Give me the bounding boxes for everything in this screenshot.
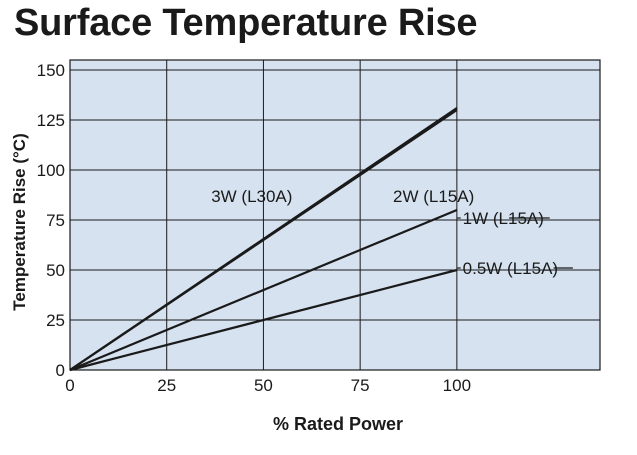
y-tick-label: 150 [37,61,65,80]
series-label: 0.5W (L15A) [463,259,558,278]
grid-lines [70,60,600,370]
x-axis-label: % Rated Power [272,414,404,434]
plot-border [69,59,601,371]
y-tick-label: 25 [46,311,65,330]
series-label: 1W (L15A) [463,209,544,228]
x-tick-label: 25 [157,376,176,395]
series-labels: 3W (L30A) 2W (L15A) 1W (L15A) 0.5W (L15A) [211,187,558,278]
y-tick-label: 0 [56,361,65,380]
series-label: 2W (L15A) [393,187,474,206]
y-tick-label: 125 [37,111,65,130]
series-label: 3W (L30A) [211,187,292,206]
tick-labels: 0 25 50 75 100 0 25 50 75 100 125 150 [37,61,471,395]
x-tick-label: 0 [65,376,74,395]
series-line [69,208,458,372]
series-line [69,268,458,372]
plot-area [70,60,600,370]
chart-title: Surface Temperature Rise [14,2,478,44]
x-tick-label: 75 [351,376,370,395]
series-line [69,109,458,371]
y-tick-label: 50 [46,261,65,280]
y-tick-label: 75 [46,211,65,230]
x-tick-label: 100 [443,376,471,395]
label-leaders [456,217,573,269]
x-tick-label: 50 [254,376,273,395]
series-lines [69,107,458,372]
y-tick-label: 100 [37,161,65,180]
